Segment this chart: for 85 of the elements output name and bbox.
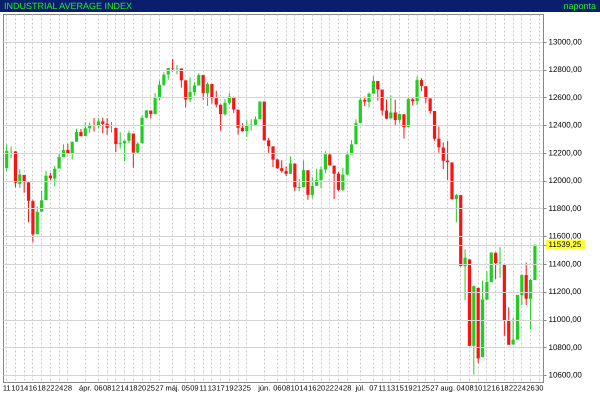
y-tick-label: 10800,00 [548, 342, 582, 352]
candlestick [84, 122, 87, 137]
y-tick-label: 12000,00 [548, 176, 582, 186]
candlestick [219, 104, 222, 132]
candlestick [332, 164, 336, 200]
candlestick [26, 182, 30, 223]
candlestick [315, 168, 318, 186]
candlestick [180, 68, 183, 88]
y-tick-label: 12600,00 [548, 92, 582, 102]
candlestick [363, 96, 366, 107]
candlestick [154, 92, 157, 115]
candlestick [22, 174, 26, 194]
candlestick [114, 127, 118, 153]
candlestick [524, 262, 528, 306]
candlestick [376, 80, 380, 102]
candlestick [18, 168, 22, 188]
candlestick [136, 142, 140, 154]
candlestick [223, 98, 227, 116]
candlestick [319, 166, 323, 189]
candlestick [346, 152, 349, 176]
candlestick [324, 150, 327, 174]
candlestick [336, 172, 340, 192]
candlestick [293, 163, 296, 192]
y-tick-label: 11400,00 [548, 259, 582, 268]
candlestick [258, 100, 262, 120]
candlestick [206, 82, 210, 106]
y-tick-label: 11000,00 [548, 315, 582, 324]
candlestick [57, 153, 61, 170]
candlestick [228, 92, 231, 106]
candlestick [122, 140, 126, 162]
chart-title: INDUSTRIAL AVERAGE INDEX [4, 1, 132, 11]
candlestick [380, 89, 384, 116]
candlestick [398, 112, 402, 124]
candlestick [494, 252, 498, 280]
candlestick [442, 142, 445, 170]
candlestick [132, 133, 135, 168]
candlestick [507, 306, 510, 346]
candlestick [74, 128, 78, 142]
candlestick [328, 152, 332, 166]
candlestick [284, 166, 288, 177]
candlestick [358, 96, 362, 124]
y-tick-label: 11539,25 [548, 240, 582, 250]
candlestick [214, 90, 218, 108]
candlestick [428, 98, 432, 114]
candlestick [520, 274, 524, 306]
y-tick-label: 13000,00 [548, 37, 582, 46]
y-tick-label: 12800,00 [548, 65, 582, 74]
candlestick [454, 193, 458, 223]
candlestick [170, 58, 174, 72]
y-tick-label: 12200,00 [548, 148, 582, 158]
candlestick [384, 99, 388, 120]
candlestick [437, 126, 440, 154]
candlestick [372, 76, 376, 94]
candlestick [192, 82, 196, 96]
candlestick [354, 118, 358, 145]
candlestick [389, 95, 392, 119]
candlestick [511, 317, 515, 346]
candlestick [101, 117, 104, 134]
candlestick [280, 160, 284, 174]
y-tick-label: 11600,00 [548, 232, 582, 241]
candlestick [202, 74, 205, 100]
candlestick [5, 144, 8, 172]
text: naponta [563, 1, 596, 11]
candlestick [498, 246, 502, 278]
candlestick [162, 72, 166, 87]
y-tick-label: 10600,00 [548, 370, 582, 380]
y-tick-label: 11200,00 [548, 287, 582, 296]
candlestick [70, 141, 74, 160]
candlestick [394, 99, 397, 126]
candlestick [184, 80, 188, 108]
candlestick [36, 206, 39, 235]
y-tick-label: 12400,00 [548, 120, 582, 130]
candlestick [232, 96, 236, 114]
candlestick [53, 165, 56, 187]
candlestick [424, 86, 428, 104]
y-tick-label: 11800,00 [548, 204, 582, 213]
candlestick [298, 178, 301, 192]
candlestick [341, 168, 344, 192]
candlestick [127, 130, 131, 144]
candlestick [197, 72, 200, 86]
candlestick [245, 120, 248, 138]
candlestick [118, 132, 122, 150]
candlestick [288, 156, 292, 174]
candlestick [310, 176, 314, 199]
candlestick [420, 78, 424, 92]
